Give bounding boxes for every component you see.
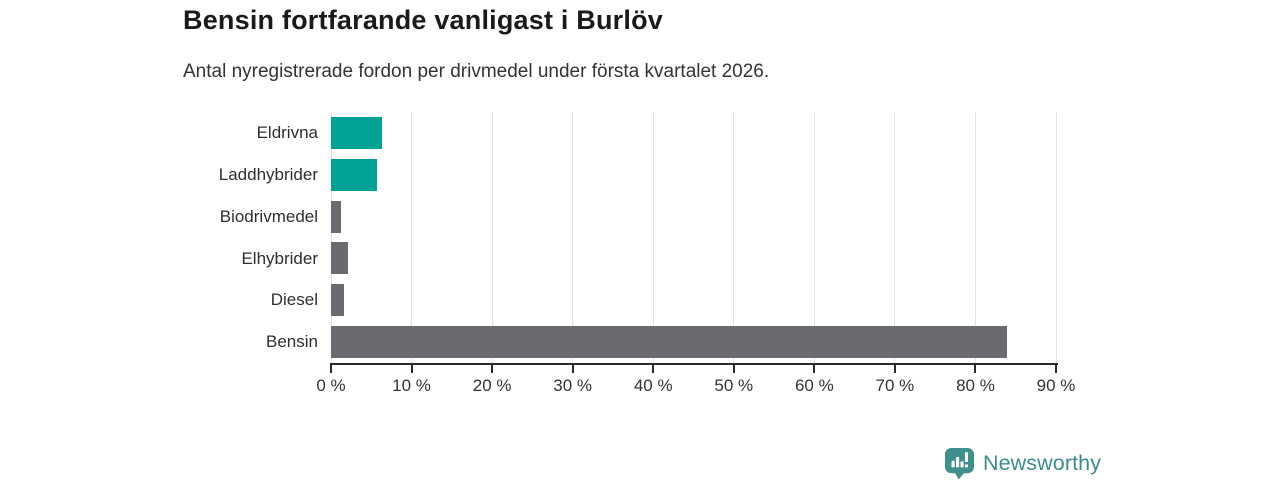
gridline <box>1055 112 1057 363</box>
bar <box>331 284 344 317</box>
axis-tick <box>1055 365 1057 373</box>
tick-label: 60 % <box>794 376 834 395</box>
category-label: Diesel <box>270 290 318 310</box>
category-label: Laddhybrider <box>218 164 318 184</box>
axis-tick <box>974 365 977 373</box>
axis-tick <box>732 365 735 373</box>
chart-subtitle: Antal nyregistrerade fordon per drivmede… <box>183 61 770 82</box>
tick-label: 50 % <box>714 376 754 395</box>
gridline <box>974 112 976 363</box>
category-label: Eldrivna <box>256 123 318 142</box>
tick-label: 80 % <box>956 376 995 395</box>
gridline <box>894 112 896 363</box>
bar <box>331 242 348 275</box>
newsworthy-icon <box>944 447 975 479</box>
chart-title: Bensin fortfarande vanligast i Burlöv <box>183 5 663 35</box>
gridline <box>411 112 413 363</box>
bar <box>331 200 341 233</box>
tick-label: 30 % <box>553 376 593 395</box>
newsworthy-logo: Newsworthy <box>944 446 1101 480</box>
tick-label: 90 % <box>1036 376 1076 395</box>
axis-tick <box>571 365 574 373</box>
tick-label: 20 % <box>472 376 512 395</box>
bar <box>331 326 1007 359</box>
gridline <box>572 112 574 363</box>
tick-label: 0 % <box>316 376 346 395</box>
newsworthy-wordmark: Newsworthy <box>983 450 1102 475</box>
axis-tick <box>652 365 655 373</box>
gridline <box>491 112 493 363</box>
bar <box>331 116 382 149</box>
tick-label: 70 % <box>875 376 915 395</box>
axis-tick <box>813 365 816 373</box>
axis-tick <box>330 365 332 373</box>
axis-tick <box>410 365 413 373</box>
gridline <box>652 112 654 363</box>
bar-chart: 0 % 10 % 20 % 30 % 40 % 50 % 60 % 70 % 80 % 90 % E… <box>219 112 1075 395</box>
category-label: Bensin <box>266 332 318 352</box>
tick-label: 10 % <box>392 376 431 395</box>
gridline <box>330 112 332 363</box>
category-label: Biodrivmedel <box>219 206 318 226</box>
bar <box>331 158 377 191</box>
x-axis-line <box>330 363 1058 365</box>
axis-tick <box>491 365 494 373</box>
category-label: Elhybrider <box>241 248 318 268</box>
gridline <box>733 112 735 363</box>
gridline <box>813 112 815 363</box>
tick-label: 40 % <box>633 376 673 395</box>
axis-tick <box>893 365 896 373</box>
